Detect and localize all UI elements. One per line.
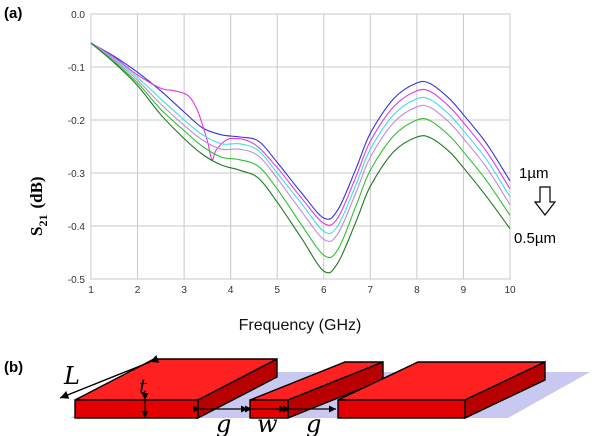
x-tick-label: 1 [88,285,94,296]
y-tick-label: -0.5 [68,275,86,286]
label-t: t [139,374,148,398]
y-tick-labels: 0.0 -0.1 -0.2 -0.3 -0.4 -0.5 [68,10,86,286]
series-lines [90,42,511,274]
y-tick-label: 0.0 [71,10,85,21]
x-axis-title: Frequency (GHz) [239,317,362,334]
grid [90,13,511,280]
y-tick-label: -0.2 [68,116,86,127]
s21-chart: 0.0 -0.1 -0.2 -0.3 -0.4 -0.5 1 2 3 4 5 6 7 8 9 10 Freq… [27,10,557,334]
x-tick-label: 9 [461,285,467,296]
y-axis-title: S21 (dB) [27,176,50,236]
x-tick-label: 5 [274,285,280,296]
series-line-2 [90,42,511,226]
y-axis-title-sub: 21 [36,215,50,227]
x-tick-label: 4 [228,285,234,296]
series-line-1 [90,42,511,220]
label-L: L [63,362,80,390]
series-line-4 [90,42,511,242]
y-tick-label: -0.3 [68,169,86,180]
series-line-5 [90,42,511,259]
length-arrow [59,354,160,399]
annotation-1um: 1µm [519,165,548,182]
series-line-6 [90,42,511,274]
series-line-3 [90,42,511,235]
plot-area [90,13,511,280]
x-tick-label: 7 [368,285,374,296]
y-axis-title-main: S [27,227,46,236]
x-tick-label: 8 [414,285,420,296]
x-tick-label: 6 [321,285,327,296]
panel-b-label: (b) [4,359,23,376]
panel-a-label: (a) [4,5,22,22]
x-tick-label: 2 [135,285,141,296]
down-arrow-icon [533,186,557,216]
x-tick-label: 10 [504,285,516,296]
x-tick-label: 3 [181,285,187,296]
y-axis-title-unit: (dB) [27,176,46,208]
svg-text:S21(dB): S21 (dB) [27,176,50,236]
x-tick-labels: 1 2 3 4 5 6 7 8 9 10 [88,285,516,296]
label-g-left: g [216,410,231,436]
annotation-05um: 0.5µm [514,230,556,247]
coplanar-waveguide-diagram: L t g w g [59,354,590,436]
y-tick-label: -0.4 [68,222,86,233]
right-ground-strip [337,360,546,420]
y-tick-label: -0.1 [68,63,86,74]
label-w: w [257,410,278,436]
label-g-right: g [306,410,321,436]
